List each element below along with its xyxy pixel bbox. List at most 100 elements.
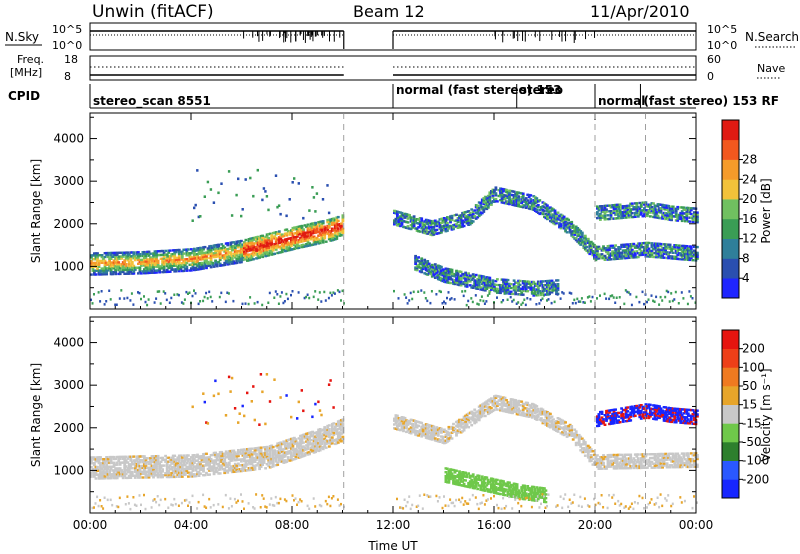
echo-cell [308,452,311,456]
echo-cell [132,266,136,269]
echo-cell [482,208,486,211]
echo-cell [665,245,669,248]
echo-cell [129,455,133,458]
echo-cell [562,217,566,220]
echo-cell [550,215,554,218]
echo-cell [626,247,630,250]
echo-cell [253,451,257,454]
echo-cell [308,244,311,247]
echo-cell [396,216,399,219]
echo-cell [282,453,286,457]
echo-cell [486,198,490,201]
echo-cell [230,245,234,248]
echo-cell [112,263,116,266]
echo-cell [599,253,602,256]
echo-cell [571,230,575,233]
noise-cell [218,295,221,299]
echo-cell [505,194,508,197]
echo-cell [655,204,658,208]
echo-cell [633,202,637,205]
echo-cell [146,260,149,263]
echo-cell [102,271,105,274]
echo-cell [206,264,210,267]
echo-cell [271,465,275,468]
echo-cell [467,210,470,213]
echo-cell [170,255,174,258]
noise-cell [171,504,174,507]
echo-cell [496,278,499,281]
echo-cell [652,208,655,211]
noise-cell [127,502,130,505]
echo-cell [250,459,254,462]
echo-cell [505,200,508,203]
echo-cell [412,217,416,220]
echo-cell [294,442,298,445]
echo-cell [177,454,181,457]
echo-cell [450,218,454,222]
echo-cell [499,187,502,190]
noise-cell [208,290,211,294]
echo-cell [683,244,687,248]
echo-cell [530,204,534,207]
echo-cell [436,277,440,281]
echo-cell [503,290,507,293]
echo-cell [330,229,334,232]
echo-cell [126,461,130,464]
echo-cell [268,244,272,247]
echo-cell [665,214,669,217]
scatter-cell [311,186,314,189]
echo-cell [290,242,293,245]
echo-cell [173,466,177,469]
echo-cell [340,222,343,225]
noise-cell [224,493,227,497]
echo-cell [294,235,298,239]
echo-cell [138,464,142,468]
echo-cell [97,265,101,268]
echo-cell [424,263,428,266]
echo-cell [673,215,677,218]
echo-cell [318,431,322,435]
echo-cell [165,259,169,262]
echo-cell [130,467,134,470]
echo-cell [321,440,325,443]
echo-cell [488,197,492,200]
echo-cell [524,288,528,291]
echo-cell [280,250,284,254]
noise-cell [124,503,127,506]
echo-cell [605,247,608,250]
echo-cell [182,471,186,474]
echo-cell [644,203,648,206]
echo-cell [288,451,292,455]
noise-cell [324,499,327,503]
echo-cell [435,275,439,278]
echo-cell [680,206,684,209]
echo-cell [558,216,561,219]
echo-cell [214,263,217,266]
echo-cell [209,459,213,463]
echo-cell [500,286,504,289]
echo-cell [555,218,558,221]
echo-cell [276,446,280,449]
echo-cell [264,451,267,455]
echo-cell [486,196,490,200]
echo-cell [450,214,454,218]
echo-cell [636,209,640,212]
echo-cell [126,259,130,262]
echo-cell [553,217,557,220]
echo-cell [161,475,164,479]
echo-cell [121,264,125,268]
echo-cell [427,264,431,267]
echo-cell [155,468,158,471]
echo-cell [194,249,198,252]
echo-cell [282,451,286,455]
echo-cell [183,263,187,267]
echo-cell [599,205,602,208]
echo-cell [156,460,160,464]
echo-cell [188,473,192,476]
echo-cell [620,214,623,218]
echo-cell [618,253,622,256]
echo-cell [99,458,102,461]
echo-cell [243,454,246,457]
noise-cell [485,300,488,303]
echo-cell [93,261,96,265]
